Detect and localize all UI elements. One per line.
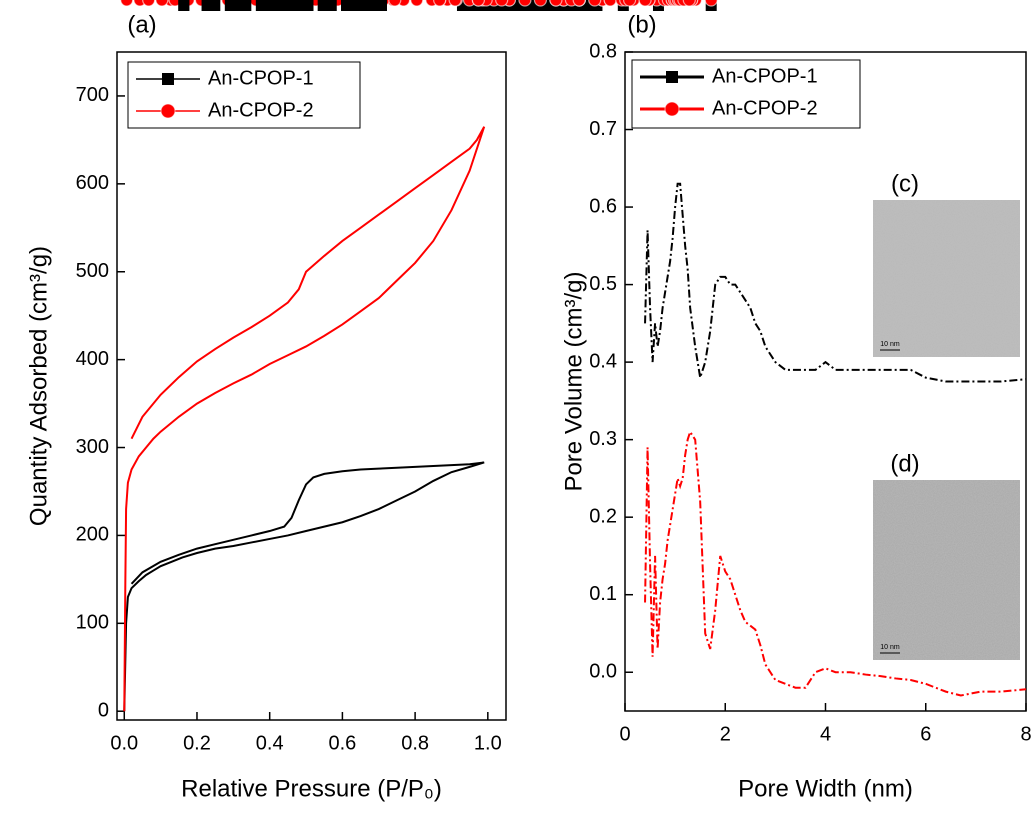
x-tick-label: 4 [820, 723, 831, 745]
marker [325, 0, 337, 11]
y-tick-label: 0.5 [589, 273, 617, 295]
marker [168, 0, 182, 7]
y-axis-label: Quantity Adsorbed (cm³/g) [25, 246, 52, 526]
legend-label: An-CPOP-2 [712, 97, 818, 119]
marker [638, 0, 652, 7]
marker [209, 0, 221, 11]
marker [518, 0, 532, 7]
x-axis-label: Relative Pressure (P/P₀) [181, 775, 442, 802]
legend-marker [666, 71, 678, 83]
marker [120, 0, 134, 7]
marker [341, 0, 353, 11]
marker [286, 0, 298, 11]
inset-label: (c) [891, 170, 919, 197]
legend-marker [162, 73, 174, 85]
tem-texture-d [873, 480, 1020, 660]
marker [543, 0, 555, 11]
y-tick-label: 700 [76, 84, 109, 106]
x-axis-label: Pore Width (nm) [738, 775, 913, 802]
marker [512, 0, 524, 11]
x-tick-label: 2 [720, 723, 731, 745]
y-tick-label: 300 [76, 436, 109, 458]
marker [294, 0, 306, 11]
y-axis-label: Pore Volume (cm³/g) [560, 271, 587, 491]
legend-label: An-CPOP-1 [208, 67, 314, 89]
tem-texture-c [873, 200, 1020, 357]
scale-label: 10 nm [880, 341, 900, 348]
y-tick-label: 0.2 [589, 505, 617, 527]
scale-label: 10 nm [880, 644, 900, 651]
marker [578, 0, 590, 11]
series-line [123, 461, 485, 712]
marker [388, 0, 402, 7]
marker [603, 0, 617, 7]
marker [356, 0, 368, 11]
series-line [123, 126, 486, 712]
y-tick-label: 0.1 [589, 583, 617, 605]
x-tick-label: 0.6 [328, 732, 356, 754]
marker [572, 0, 586, 7]
x-tick-label: 0.8 [401, 732, 429, 754]
marker [364, 0, 376, 11]
marker [302, 0, 314, 11]
x-tick-label: 0.4 [256, 732, 284, 754]
y-tick-label: 500 [76, 260, 109, 282]
marker [232, 0, 244, 11]
x-tick-label: 0.2 [183, 732, 211, 754]
marker [263, 0, 275, 11]
marker [279, 0, 291, 11]
x-tick-label: 0.0 [110, 732, 138, 754]
y-tick-label: 200 [76, 524, 109, 546]
marker [255, 0, 267, 11]
y-tick-label: 0 [98, 699, 109, 721]
x-tick-label: 8 [1020, 723, 1031, 745]
marker [471, 0, 486, 7]
marker [622, 0, 637, 7]
y-tick-label: 400 [76, 348, 109, 370]
marker [704, 0, 718, 7]
marker [155, 0, 169, 7]
legend-label: An-CPOP-1 [712, 65, 818, 87]
marker [533, 0, 548, 7]
y-tick-label: 0.3 [589, 428, 617, 450]
y-tick-label: 0.4 [589, 350, 617, 372]
marker [549, 0, 563, 7]
panel-label: (a) [127, 11, 156, 38]
y-tick-label: 0.8 [589, 40, 617, 62]
series-line [644, 429, 1027, 697]
panel-label: (b) [627, 11, 656, 38]
marker [448, 0, 462, 7]
legend-marker [664, 101, 680, 117]
series-line [644, 182, 1027, 383]
legend-marker [160, 103, 176, 119]
marker [373, 0, 385, 11]
marker [142, 0, 156, 7]
marker [410, 0, 424, 7]
marker [317, 0, 329, 11]
x-tick-label: 6 [920, 723, 931, 745]
marker [271, 0, 283, 11]
y-tick-label: 0.0 [589, 661, 617, 683]
marker [178, 0, 190, 11]
marker [433, 0, 447, 7]
y-tick-label: 0.7 [589, 118, 617, 140]
x-tick-label: 0 [619, 723, 630, 745]
marker [495, 0, 509, 7]
inset-label: (d) [890, 450, 919, 477]
marker [588, 0, 602, 7]
x-tick-label: 1.0 [474, 732, 502, 754]
marker [201, 0, 213, 11]
marker [240, 0, 252, 11]
legend-label: An-CPOP-2 [208, 99, 314, 121]
marker [224, 0, 236, 11]
marker [348, 0, 360, 11]
plot-frame [116, 51, 507, 721]
y-tick-label: 600 [76, 172, 109, 194]
y-tick-label: 0.6 [589, 195, 617, 217]
marker [682, 0, 696, 7]
y-tick-label: 100 [76, 612, 109, 634]
